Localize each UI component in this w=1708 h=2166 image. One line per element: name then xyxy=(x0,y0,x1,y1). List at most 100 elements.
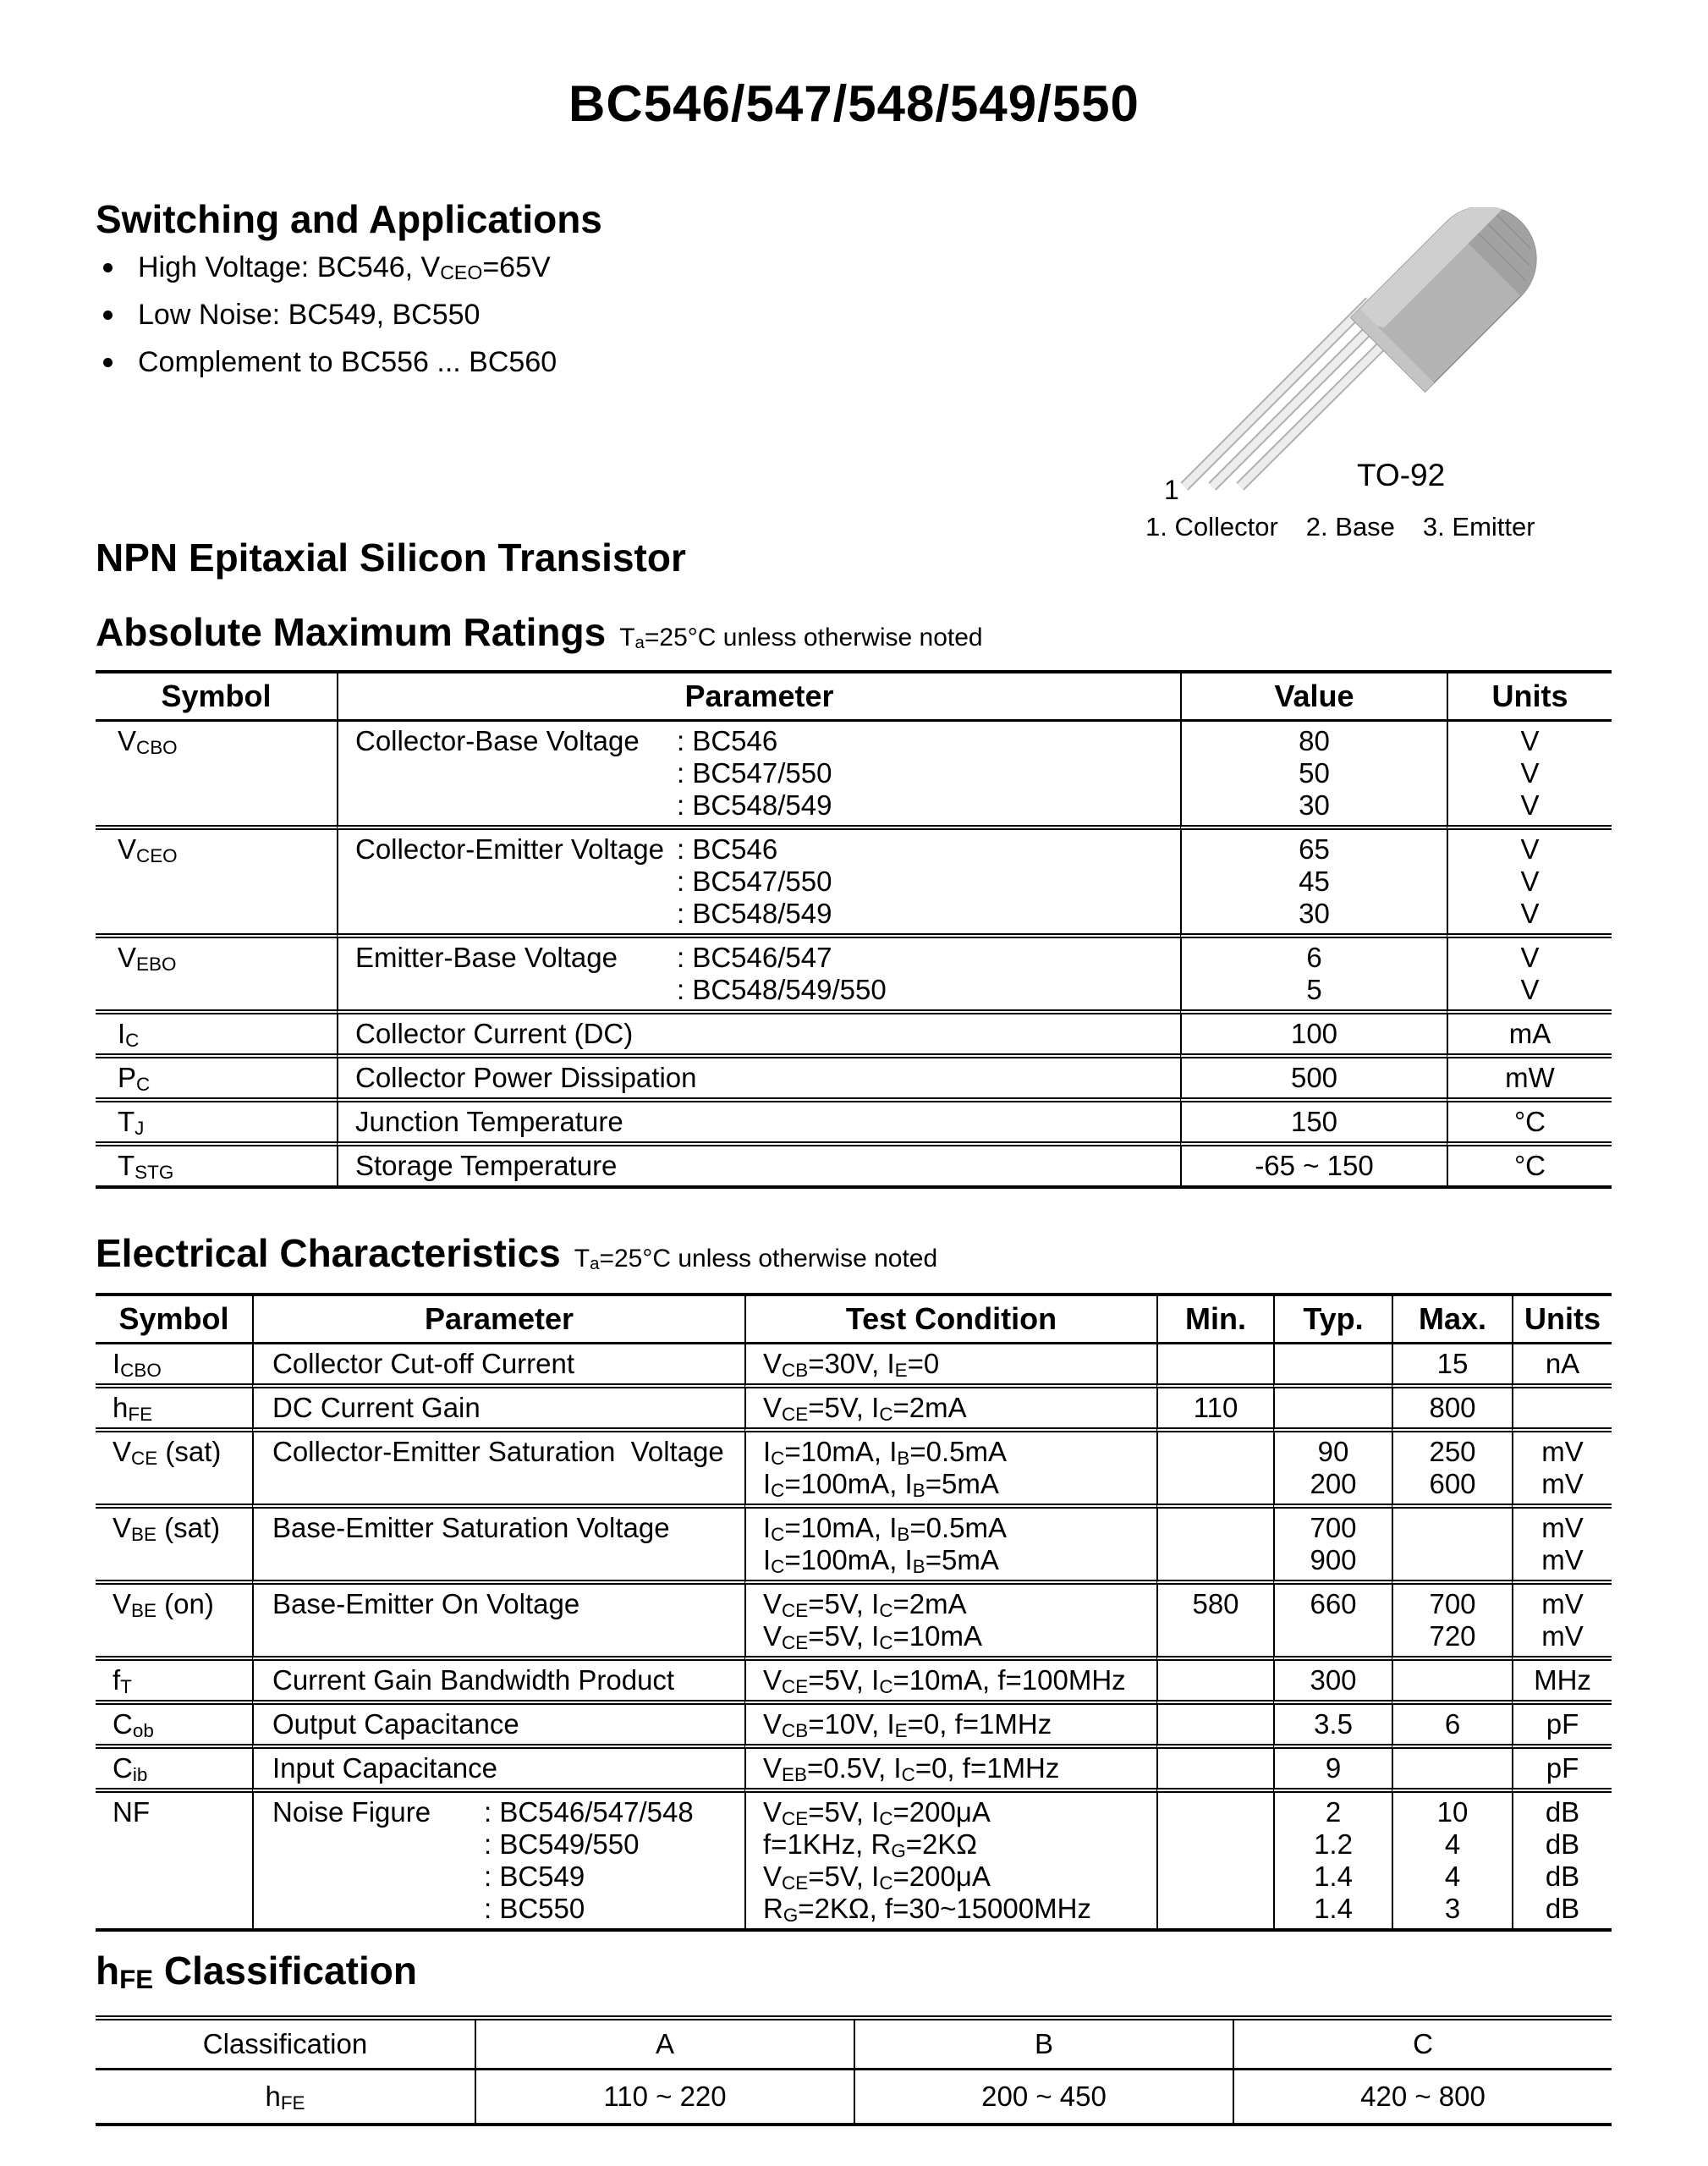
units-cell: mA xyxy=(1508,1018,1551,1049)
column-header: B xyxy=(854,2020,1233,2070)
max-cell: 6 xyxy=(1444,1708,1461,1740)
typ-cell: 1.2 xyxy=(1314,1828,1353,1860)
units-cell: dB xyxy=(1545,1796,1580,1828)
value-cell: 45 xyxy=(1299,866,1330,897)
symbol-cell: IC xyxy=(118,1018,140,1051)
to92-package-drawing xyxy=(1180,207,1537,491)
min-cell xyxy=(1158,1893,1273,1925)
column-header: A xyxy=(475,2020,854,2070)
variant-cell: : BC548/549/550 xyxy=(677,974,887,1005)
table-row: VCBO Collector-Base Voltage : BC546 : BC… xyxy=(96,722,1612,830)
min-cell xyxy=(1158,1544,1273,1576)
units-cell: °C xyxy=(1513,1106,1546,1137)
amr-heading-text: Absolute Maximum Ratings xyxy=(96,610,607,654)
table-row: fT Current Gain Bandwidth Product VCE=5V… xyxy=(96,1661,1612,1705)
table-header-row: Classification A B C xyxy=(96,2020,1612,2070)
absolute-maximum-ratings-heading: Absolute Maximum Ratings Ta=25°C unless o… xyxy=(96,609,983,655)
value-cell: 50 xyxy=(1299,757,1330,789)
typ-cell: 2 xyxy=(1325,1796,1342,1828)
hfe-classification-heading: hFE Classification xyxy=(96,1949,417,1994)
table-row: VCEO Collector-Emitter Voltage : BC546 :… xyxy=(96,830,1612,938)
symbol-cell: PC xyxy=(118,1062,151,1095)
variant-cell: : BC546/547/548 xyxy=(484,1796,694,1828)
parameter-cell: Collector Cut-off Current xyxy=(272,1348,575,1379)
typ-cell: 200 xyxy=(1310,1468,1357,1499)
units-cell: pF xyxy=(1546,1752,1579,1784)
table-header-row: Symbol Parameter Test Condition Min. Typ… xyxy=(96,1296,1612,1344)
list-item: High Voltage: BC546, VCEO=65V xyxy=(103,244,557,291)
max-cell: 720 xyxy=(1429,1620,1476,1652)
pinout-caption: 1. Collector 2. Base 3. Emitter xyxy=(1145,512,1535,542)
condition-cell: VEB=0.5V, IC=0, f=1MHz xyxy=(763,1752,1060,1785)
parameter-cell: Input Capacitance xyxy=(272,1752,498,1784)
column-header: Min. xyxy=(1156,1296,1273,1344)
max-cell: 3 xyxy=(1444,1893,1461,1924)
parameter-cell: Collector Power Dissipation xyxy=(355,1062,697,1093)
bullet-icon xyxy=(103,310,113,320)
bullet-icon xyxy=(103,357,113,367)
min-cell xyxy=(1158,1348,1273,1380)
units-cell: nA xyxy=(1545,1348,1580,1379)
units-cell: mV xyxy=(1541,1588,1584,1619)
pin1-label: 1 xyxy=(1164,475,1179,505)
table-row: Cib Input Capacitance VEB=0.5V, IC=0, f=… xyxy=(96,1749,1612,1793)
symbol-cell: NF xyxy=(113,1796,150,1828)
variant-cell: : BC547/550 xyxy=(677,757,832,789)
typ-cell: 9 xyxy=(1325,1752,1342,1784)
column-header: C xyxy=(1233,2020,1612,2070)
min-cell xyxy=(1158,1512,1273,1544)
switching-applications-heading: Switching and Applications xyxy=(96,197,602,241)
column-header: Parameter xyxy=(252,1296,744,1344)
condition-cell: VCB=30V, IE=0 xyxy=(763,1348,940,1381)
min-cell xyxy=(1158,1468,1273,1500)
table-row: Cob Output Capacitance VCB=10V, IE=0, f=… xyxy=(96,1705,1612,1749)
symbol-cell: VCE (sat) xyxy=(113,1436,222,1469)
variant-cell: : BC546 xyxy=(677,833,778,865)
range-cell: 420 ~ 800 xyxy=(1360,2081,1486,2112)
units-cell: V xyxy=(1520,789,1540,821)
units-cell: pF xyxy=(1546,1708,1579,1740)
min-cell: 580 xyxy=(1192,1588,1239,1619)
range-cell: 110 ~ 220 xyxy=(603,2081,727,2112)
condition-cell: IC=100mA, IB=5mA xyxy=(763,1468,999,1501)
units-cell: V xyxy=(1520,833,1540,865)
typ-cell: 1.4 xyxy=(1314,1861,1353,1892)
column-header: Test Condition xyxy=(744,1296,1156,1344)
units-cell: mV xyxy=(1541,1436,1584,1467)
table-row: TJ Junction Temperature 150 °C xyxy=(96,1102,1612,1146)
value-cell: 150 xyxy=(1290,1106,1338,1137)
typ-cell: 1.4 xyxy=(1314,1893,1353,1924)
symbol-cell: VBE (sat) xyxy=(113,1512,221,1545)
symbol-cell: Cob xyxy=(113,1708,154,1741)
page-title: BC546/547/548/549/550 xyxy=(568,75,1140,132)
condition-cell: VCE=5V, IC=2mA xyxy=(763,1392,967,1425)
max-cell: 600 xyxy=(1429,1468,1476,1499)
variant-cell: : BC546/547 xyxy=(677,942,832,973)
max-cell: 800 xyxy=(1429,1392,1476,1423)
condition-cell: VCE=5V, IC=10mA xyxy=(763,1620,983,1653)
typ-cell: 900 xyxy=(1310,1544,1357,1575)
table-header-row: Symbol Parameter Value Units xyxy=(96,673,1612,722)
condition-cell: VCE=5V, IC=2mA xyxy=(763,1588,967,1621)
condition-cell: RG=2KΩ, f=30~15000MHz xyxy=(763,1893,1091,1926)
row-label-cell: hFE xyxy=(265,2081,305,2114)
value-cell: -65 ~ 150 xyxy=(1255,1150,1374,1181)
typ-cell: 90 xyxy=(1317,1436,1349,1467)
value-cell: 500 xyxy=(1290,1062,1338,1093)
symbol-cell: VCEO xyxy=(118,833,178,866)
min-cell xyxy=(1158,1664,1273,1696)
value-cell: 30 xyxy=(1299,789,1330,821)
condition-cell: VCB=10V, IE=0, f=1MHz xyxy=(763,1708,1052,1741)
bullet-icon xyxy=(103,262,113,272)
symbol-cell: VCBO xyxy=(118,725,178,758)
parameter-cell: Base-Emitter Saturation Voltage xyxy=(272,1512,670,1543)
column-header: Parameter xyxy=(337,673,1180,722)
condition-cell: VCE=5V, IC=200μA xyxy=(763,1861,991,1894)
units-cell: V xyxy=(1520,757,1540,789)
max-cell: 15 xyxy=(1436,1348,1469,1379)
symbol-cell: TJ xyxy=(118,1106,145,1139)
table-row: TSTG Storage Temperature -65 ~ 150 °C xyxy=(96,1146,1612,1185)
table-row: NF Noise Figure : BC546/547/548 : BC549/… xyxy=(96,1793,1612,1928)
range-cell: 200 ~ 450 xyxy=(981,2081,1107,2112)
